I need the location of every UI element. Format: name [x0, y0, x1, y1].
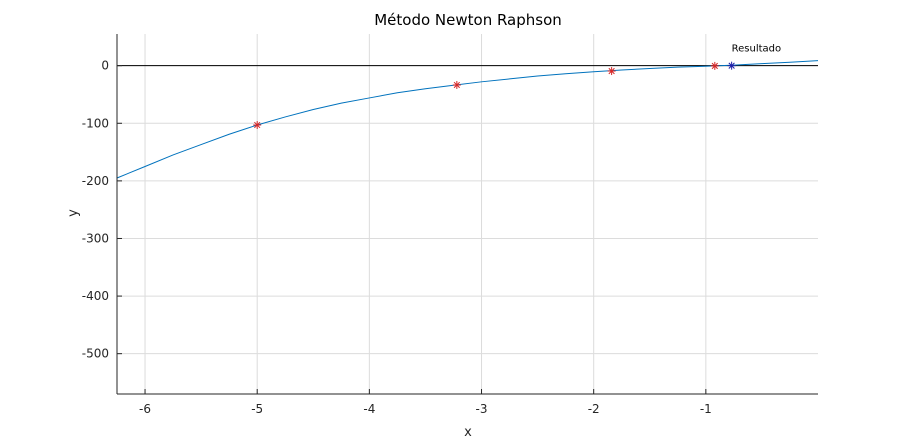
- marker-stroke: [453, 81, 460, 89]
- y-tick-label: -200: [82, 174, 109, 188]
- x-tick-label: -5: [251, 402, 263, 416]
- y-tick-label: 0: [101, 59, 109, 73]
- x-axis-title: x: [464, 425, 472, 440]
- iteration-marker: [452, 80, 461, 89]
- tick-labels: -6 -5 -4 -3 -2 -1 0 -100 -200 -300 -400 -500: [82, 59, 712, 416]
- marker-stroke: [711, 62, 718, 70]
- marker-stroke: [728, 62, 735, 69]
- iteration-marker: [710, 61, 719, 70]
- series-group: [116, 60, 819, 179]
- chart-title: Método Newton Raphson: [374, 11, 562, 29]
- marker-stroke: [608, 67, 615, 75]
- annotation-resultado: Resultado: [732, 44, 782, 55]
- x-tick-label: -6: [139, 402, 151, 416]
- function-curve: [116, 60, 819, 179]
- result-marker: [727, 61, 736, 70]
- axes: [116, 34, 818, 395]
- iteration-marker: [253, 121, 262, 130]
- y-axis-title: y: [66, 209, 81, 217]
- y-tick-label: -400: [82, 289, 109, 303]
- marker-stroke: [254, 121, 261, 129]
- y-tick-label: -500: [82, 347, 109, 361]
- y-tick-label: -300: [82, 231, 109, 245]
- x-tick-label: -1: [700, 402, 712, 416]
- marker-group: [253, 61, 736, 130]
- y-tick-label: -100: [82, 116, 109, 130]
- x-tick-label: -2: [588, 402, 600, 416]
- plot-area: [117, 34, 818, 394]
- iteration-marker: [607, 67, 616, 76]
- x-tick-label: -3: [476, 402, 488, 416]
- x-tick-label: -4: [363, 402, 375, 416]
